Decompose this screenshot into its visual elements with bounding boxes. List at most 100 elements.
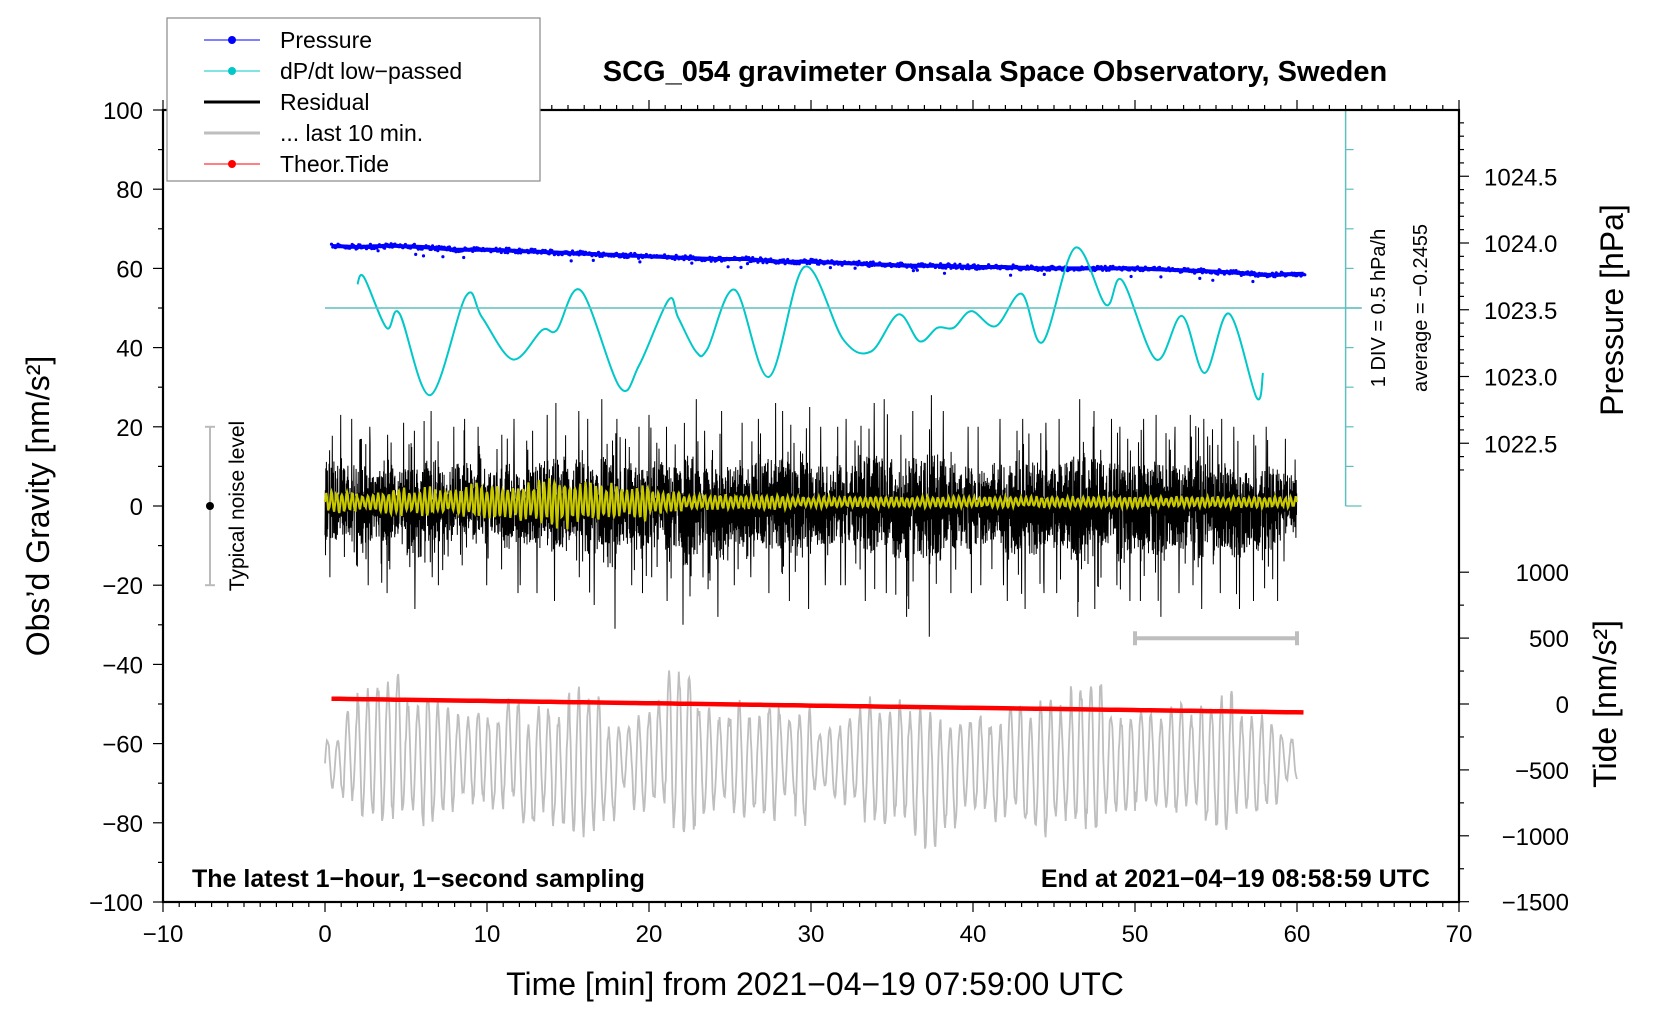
pressure-point (570, 249, 575, 253)
pressure-point (976, 264, 980, 268)
pressure-point (786, 257, 790, 262)
pressure-point (368, 242, 372, 246)
pressure-point (626, 255, 630, 259)
pressure-point (1107, 268, 1111, 272)
last-10-min-line (324, 670, 1298, 849)
y-tick-label: 0 (130, 494, 143, 521)
residual-lowpass-line (323, 478, 1299, 530)
pressure-point (621, 252, 625, 256)
tide-axis-title: Tide [nm/s²] (1587, 620, 1623, 788)
pressure-point (909, 263, 913, 267)
legend-entry: dP/dt low−passed (204, 58, 462, 84)
pressure-point (937, 265, 941, 269)
pressure-point (739, 265, 743, 269)
pressure-point (1251, 279, 1255, 284)
pressure-point (498, 247, 502, 251)
legend-entry: Theor.Tide (204, 151, 389, 177)
bottom-left-note: The latest 1−hour, 1−second sampling (192, 865, 645, 893)
pressure-point (1046, 266, 1050, 270)
pressure-point (1221, 270, 1225, 274)
pressure-point (769, 257, 773, 261)
pressure-point (939, 262, 943, 266)
plot-marks (204, 109, 1362, 849)
pressure-point (985, 266, 989, 270)
pressure-tick-label: 1024.0 (1484, 231, 1557, 258)
pressure-point (600, 254, 604, 258)
tide-tick-label: −500 (1515, 758, 1569, 785)
pressure-point (1110, 267, 1114, 271)
pressure-point (712, 257, 716, 261)
pressure-point (673, 257, 677, 261)
pressure-point (817, 262, 821, 266)
pressure-point (1200, 271, 1204, 275)
pressure-point (797, 262, 801, 266)
pressure-point (453, 246, 457, 250)
pressure-point (777, 261, 781, 265)
pressure-point (1216, 272, 1220, 276)
x-tick-label: 40 (960, 921, 987, 948)
pressure-point (1191, 268, 1195, 272)
pressure-point (414, 252, 418, 256)
pressure-point (897, 264, 901, 269)
y-tick-label: 20 (116, 415, 143, 442)
pressure-point (440, 245, 444, 249)
pressure-point (591, 258, 595, 262)
pressure-point (329, 242, 334, 246)
pressure-point (681, 255, 685, 259)
pressure-point (569, 259, 573, 263)
pressure-point (854, 260, 859, 264)
pressure-point (1229, 269, 1233, 273)
pressure-point (814, 258, 818, 262)
pressure-point (1264, 272, 1268, 276)
pressure-point (499, 250, 503, 255)
pressure-point (445, 248, 449, 252)
x-tick-label: 0 (318, 921, 331, 948)
pressure-point (388, 245, 392, 249)
pressure-point (865, 261, 869, 265)
legend-swatch-dot (228, 160, 236, 168)
pressure-point (622, 255, 627, 259)
residual-series-line (324, 395, 1298, 637)
pressure-point (911, 269, 916, 273)
pressure-point (596, 250, 601, 254)
pressure-point (782, 258, 786, 262)
y-tick-label: −80 (102, 811, 143, 838)
pressure-point (869, 260, 873, 264)
pressure-point (494, 246, 498, 250)
x-axis-title: Time [min] from 2021−04−19 07:59:00 UTC (506, 966, 1124, 1002)
pressure-tick-label: 1024.5 (1484, 164, 1557, 191)
pressure-point (972, 263, 976, 267)
theoretical-tide-line (331, 696, 1304, 715)
legend: Pressure dP/dt low−passed Residual ... last… (166, 17, 541, 182)
y-tick-label: −100 (89, 890, 143, 917)
pressure-point (1198, 276, 1202, 280)
pressure-point (471, 249, 475, 253)
pressure-point (767, 259, 772, 263)
pressure-axis-title: Pressure [hPa] (1594, 204, 1630, 416)
pressure-point (581, 250, 585, 254)
pressure-point (1120, 268, 1124, 272)
pressure-point (871, 260, 875, 264)
pressure-point (765, 261, 769, 265)
pressure-point (970, 266, 974, 270)
pressure-point (716, 258, 720, 262)
tide-tick-label: 500 (1529, 626, 1569, 653)
pressure-point (1047, 268, 1052, 272)
noise-level-label: Typical noise level (226, 421, 249, 591)
pressure-point (638, 260, 642, 264)
pressure-point (390, 245, 394, 249)
pressure-point (624, 252, 628, 256)
pressure-point (747, 256, 751, 260)
pressure-point (910, 265, 914, 270)
pressure-point (1142, 268, 1146, 272)
pressure-point (744, 255, 748, 259)
legend-label: Theor.Tide (280, 151, 389, 177)
pressure-point (1292, 271, 1296, 275)
pressure-point (1158, 265, 1162, 269)
axes: −10 0 10 20 30 40 50 60 70100806040200−20−40−60−… (89, 98, 1569, 948)
pressure-point (375, 246, 379, 250)
pressure-point (958, 262, 962, 266)
pressure-point (429, 247, 433, 251)
pressure-point (1045, 268, 1049, 272)
pressure-point (804, 259, 808, 263)
